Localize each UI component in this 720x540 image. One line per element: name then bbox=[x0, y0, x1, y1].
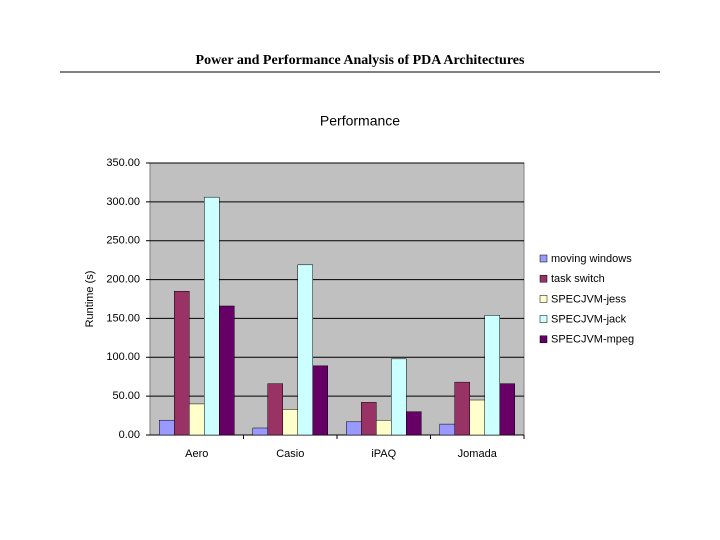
x-tick-label: Aero bbox=[185, 448, 208, 460]
legend-label: SPECJVM-mpeg bbox=[551, 334, 634, 346]
bar bbox=[252, 427, 268, 436]
bar bbox=[469, 399, 485, 436]
x-tick-label: Jomada bbox=[458, 448, 498, 460]
bar bbox=[376, 419, 392, 436]
bar bbox=[454, 381, 470, 436]
y-tick-label: 350.00 bbox=[106, 157, 140, 169]
y-tick-label: 50.00 bbox=[112, 390, 140, 402]
bar bbox=[312, 365, 328, 436]
bar bbox=[297, 264, 313, 436]
legend-swatch bbox=[539, 274, 548, 283]
chart-title: Performance bbox=[320, 113, 400, 129]
legend-label: moving windows bbox=[551, 253, 632, 265]
bar bbox=[361, 402, 377, 436]
x-tick-label: Casio bbox=[276, 448, 304, 460]
bar bbox=[204, 196, 220, 436]
bar bbox=[174, 290, 190, 436]
legend-swatch bbox=[539, 254, 548, 263]
y-tick-label: 250.00 bbox=[106, 235, 140, 247]
y-tick-label: 300.00 bbox=[106, 196, 140, 208]
legend-label: SPECJVM-jess bbox=[551, 293, 627, 305]
y-tick-label: 100.00 bbox=[106, 351, 140, 363]
bar bbox=[159, 419, 175, 436]
bar bbox=[219, 305, 235, 436]
slide-title: Power and Performance Analysis of PDA Ar… bbox=[196, 53, 526, 68]
bar bbox=[282, 409, 298, 436]
legend-swatch bbox=[539, 295, 548, 303]
y-tick-label: 200.00 bbox=[106, 273, 140, 285]
bar bbox=[391, 358, 407, 436]
legend-label: task switch bbox=[551, 273, 605, 285]
bar bbox=[499, 383, 515, 436]
legend-swatch bbox=[539, 335, 548, 344]
y-axis-label: Runtime (s) bbox=[84, 271, 96, 328]
bar bbox=[439, 423, 455, 436]
bar bbox=[346, 421, 362, 436]
bar bbox=[484, 315, 500, 436]
bar bbox=[189, 403, 205, 436]
legend-swatch bbox=[539, 315, 548, 323]
bar bbox=[267, 383, 283, 436]
bar bbox=[406, 411, 422, 436]
y-tick-label: 0.00 bbox=[119, 429, 140, 441]
x-tick-label: iPAQ bbox=[371, 448, 396, 460]
legend-label: SPECJVM-jack bbox=[551, 314, 627, 326]
y-tick-label: 150.00 bbox=[106, 312, 140, 324]
